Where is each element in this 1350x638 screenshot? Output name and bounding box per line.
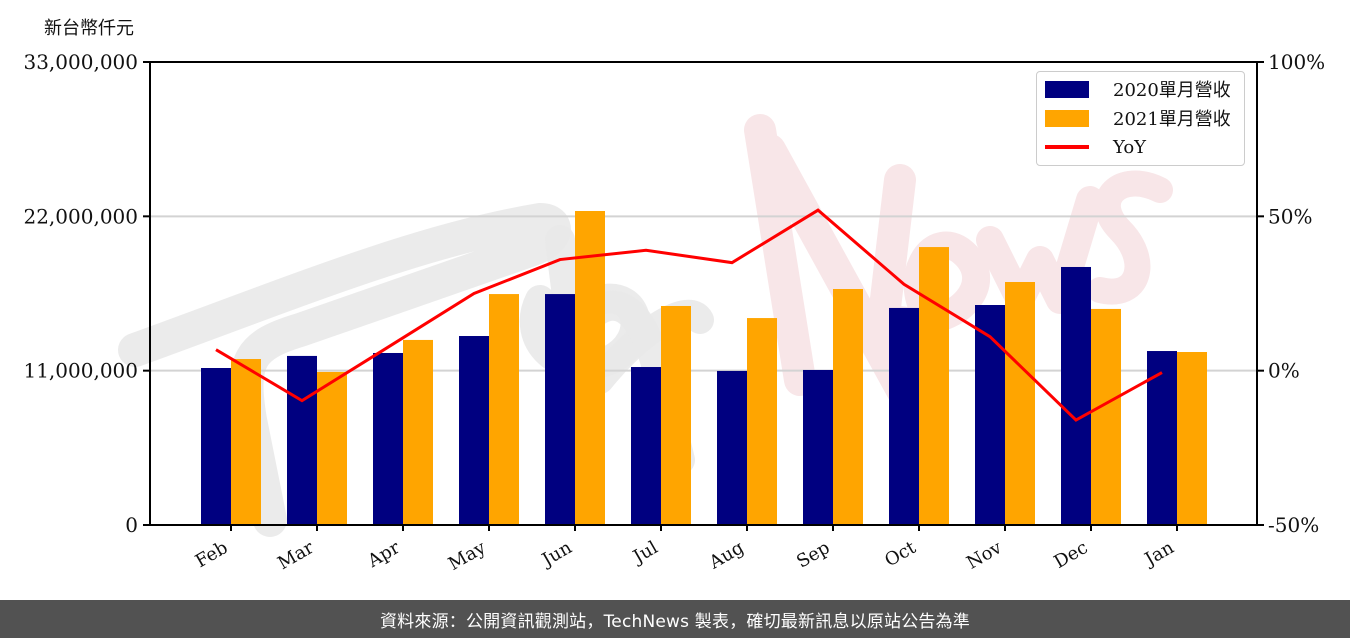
right-y-tick-label: 100%: [1268, 50, 1325, 74]
yoy-line: [215, 208, 1163, 422]
legend-label-2020: 2020單月營收: [1113, 80, 1231, 101]
bar-2020-apr: [373, 352, 403, 525]
bar-2020-jul: [631, 367, 661, 525]
left-y-axis-ticks: 0 11,000,000 22,000,000 33,000,000: [23, 50, 150, 537]
x-tick-label-apr: Apr: [363, 537, 403, 572]
left-y-tick-label: 22,000,000: [23, 204, 138, 228]
revenue-yoy-chart: 0 11,000,000 22,000,000 33,000,000 -50% 0% 50…: [23, 50, 1325, 575]
axes: [149, 61, 1258, 526]
bar-2020-nov: [975, 305, 1005, 525]
bar-2021-aug: [747, 318, 777, 525]
bar-2021-dec: [1091, 308, 1121, 525]
x-tick-label-oct: Oct: [881, 537, 920, 572]
bar-2021-may: [489, 294, 519, 525]
bar-2020-aug: [717, 370, 747, 525]
bar-2020-mar: [287, 355, 317, 525]
bar-2021-feb: [231, 359, 261, 525]
bar-2021-oct: [919, 247, 949, 525]
yoy-line-series: [215, 208, 1163, 422]
bar-2020-oct: [889, 307, 919, 525]
bar-2021-nov: [1005, 281, 1035, 525]
bar-2020-sep: [803, 369, 833, 525]
x-tick-label-feb: Feb: [192, 537, 232, 572]
right-y-tick-label: 0%: [1268, 359, 1300, 383]
y-axis-unit-label: 新台幣仟元: [44, 18, 134, 39]
legend-item-2021: 2021單月營收: [1045, 107, 1231, 130]
x-tick-label-jun: Jun: [537, 537, 576, 572]
x-tick-label-may: May: [445, 537, 490, 575]
left-y-tick-label: 0: [125, 513, 138, 537]
x-axis-ticks: Feb Mar Apr May Jun Jul Aug Sep Oct Nov Dec Jan: [192, 525, 1178, 575]
x-tick-label-jul: Jul: [628, 537, 662, 569]
bar-2021-apr: [403, 339, 433, 525]
legend-label-yoy: YoY: [1113, 136, 1147, 158]
left-y-tick-label: 33,000,000: [23, 50, 138, 74]
chart-legend: 2020單月營收 2021單月營收 YoY: [1036, 71, 1245, 166]
right-y-tick-label: -50%: [1268, 513, 1319, 537]
x-tick-label-jan: Jan: [1140, 537, 1178, 571]
right-y-tick-label: 50%: [1268, 204, 1312, 228]
legend-swatch-2021: [1045, 109, 1089, 127]
technews-watermark: [118, 114, 1173, 537]
legend-item-2020: 2020單月營收: [1045, 78, 1231, 101]
right-y-axis-ticks: -50% 0% 50% 100%: [1257, 50, 1325, 537]
source-footer: 資料來源：公開資訊觀測站，TechNews 製表，確切最新訊息以原站公告為準: [0, 600, 1350, 638]
source-footer-text: 資料來源：公開資訊觀測站，TechNews 製表，確切最新訊息以原站公告為準: [379, 611, 970, 632]
x-tick-label-nov: Nov: [963, 537, 1006, 574]
legend-swatch-2020: [1045, 80, 1089, 98]
bar-series: [201, 211, 1207, 525]
left-y-tick-label: 11,000,000: [23, 359, 138, 383]
chart-area: 0 11,000,000 22,000,000 33,000,000 -50% 0% 50…: [23, 18, 1325, 575]
x-tick-label-dec: Dec: [1051, 537, 1092, 573]
x-tick-label-sep: Sep: [793, 537, 833, 572]
x-tick-label-mar: Mar: [274, 537, 318, 574]
plot-frame: [149, 61, 1258, 526]
bar-2020-jan: [1147, 351, 1177, 525]
bar-2020-jun: [545, 294, 575, 525]
legend-item-yoy: YoY: [1045, 136, 1146, 158]
legend-line-yoy: [1045, 145, 1089, 149]
bar-2021-jan: [1177, 352, 1207, 525]
x-tick-label-aug: Aug: [705, 537, 748, 574]
bar-2021-jul: [661, 305, 691, 525]
legend-label-2021: 2021單月營收: [1113, 109, 1231, 130]
bar-2021-jun: [575, 211, 605, 525]
bar-2020-may: [459, 336, 489, 525]
bar-2020-dec: [1061, 266, 1091, 525]
bar-2021-mar: [317, 371, 347, 525]
bar-2021-sep: [833, 289, 863, 525]
bar-2020-feb: [201, 368, 231, 525]
